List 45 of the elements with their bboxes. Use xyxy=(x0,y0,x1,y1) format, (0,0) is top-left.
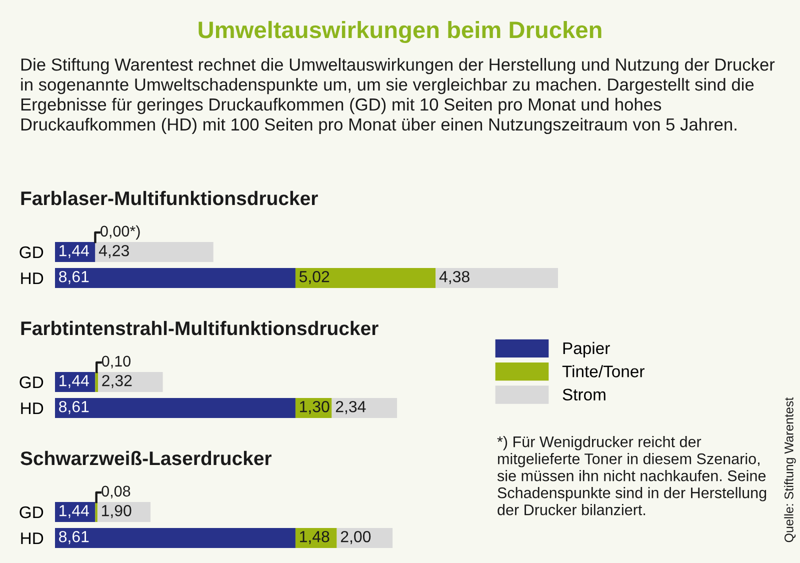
source-note: Quelle: Stiftung Warentest xyxy=(784,397,796,542)
y-tick-label: GD xyxy=(20,506,44,518)
chart-title: Farblaser-Multifunktionsdrucker xyxy=(21,190,318,206)
chart-title: Schwarzweiß-Laserdrucker xyxy=(20,450,272,466)
data-label: 2,32 xyxy=(102,374,132,388)
data-label: 4,23 xyxy=(98,244,129,258)
bar xyxy=(98,372,163,392)
bar xyxy=(55,528,296,548)
data-label: 1,90 xyxy=(102,504,132,518)
data-label: 8,61 xyxy=(59,400,89,414)
y-tick-label: HD xyxy=(21,402,44,414)
data-label: 8,61 xyxy=(59,270,89,284)
bar xyxy=(295,268,436,288)
bar xyxy=(55,398,296,418)
chart-title: Farbtintenstrahl-Multifunktionsdrucker xyxy=(21,320,378,336)
bar xyxy=(436,268,558,288)
data-label: 1,44 xyxy=(60,245,89,258)
legend-label: Tinte/Toner xyxy=(562,365,644,378)
data-label: 1,30 xyxy=(300,400,330,414)
data-label: 0,10 xyxy=(102,356,130,368)
legend-label: Strom xyxy=(562,388,606,400)
text: *) Für Wenigdrucker reicht der mitgelieferte Toner in diesem Szenario, sie müssen ihn nicht nachkaufen. Seine Schadenspunkte sind in der Herstellung der Drucker bilanziert. xyxy=(497,436,766,516)
bar xyxy=(336,528,393,548)
text: Die Stiftung Warentest rechnet die Umweltauswirkungen der Herstellung und Nutzung der Drucker in sogenannte Umweltschadenspunkte um, um sie vergleichbar zu machen. Dargestellt sind die Ergebnisse für geringes Druckaufkommen (GD) mit 10 Seiten pro Monat und hohes Druckaufkommen (HD) mit 100 Seiten pro Monat über einen Nutzungszeitraum von 5 Jahren. xyxy=(21,58,775,134)
legend-label: Papier xyxy=(563,342,610,358)
bar xyxy=(95,372,98,392)
y-tick-label: HD xyxy=(21,272,44,284)
data-label: 4,38 xyxy=(439,270,470,284)
data-label: 1,48 xyxy=(300,530,330,544)
text: Umweltauswirkungen beim Drucken xyxy=(198,20,602,44)
bar xyxy=(55,268,296,288)
annotation: 0,00*) xyxy=(100,225,140,240)
data-label: 1,44 xyxy=(60,375,89,388)
data-label: 1,44 xyxy=(60,505,89,518)
data-label: 8,61 xyxy=(59,530,89,544)
bar xyxy=(95,242,214,262)
bar xyxy=(332,398,398,418)
y-tick-label: GD xyxy=(20,376,44,388)
y-tick-label: GD xyxy=(20,246,44,258)
y-tick-label: HD xyxy=(21,532,44,544)
data-label: 0,08 xyxy=(102,486,130,498)
bar xyxy=(97,502,151,522)
data-label: 2,34 xyxy=(336,400,366,414)
data-label: 5,02 xyxy=(299,270,330,284)
data-label: 2,00 xyxy=(340,530,371,544)
